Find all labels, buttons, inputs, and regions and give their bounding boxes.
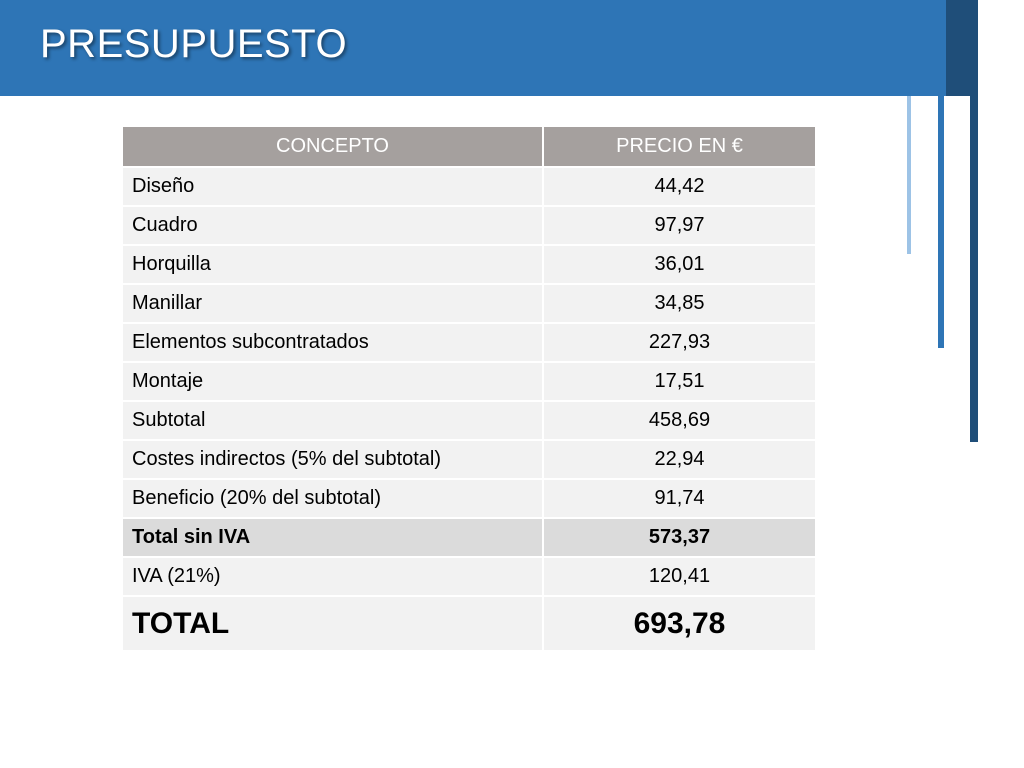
indirect-costs-row: Costes indirectos (5% del subtotal) 22,9… — [121, 439, 817, 480]
vat-row: IVA (21%) 120,41 — [121, 556, 817, 597]
row-concept: Diseño — [121, 166, 544, 207]
grand-total-label: TOTAL — [121, 595, 544, 652]
grand-total-value: 693,78 — [542, 595, 817, 652]
row-concept: Costes indirectos (5% del subtotal) — [121, 439, 544, 480]
row-price: 120,41 — [542, 556, 817, 597]
budget-table: CONCEPTO PRECIO EN € Diseño 44,42 Cuadro… — [121, 125, 817, 652]
row-concept: Elementos subcontratados — [121, 322, 544, 363]
row-price: 91,74 — [542, 478, 817, 519]
row-concept: Manillar — [121, 283, 544, 324]
title-bar: PRESUPUESTO — [0, 0, 946, 96]
header-concept: CONCEPTO — [121, 125, 544, 168]
row-concept: IVA (21%) — [121, 556, 544, 597]
decorative-bar-light — [907, 96, 911, 254]
row-price: 458,69 — [542, 400, 817, 441]
row-price: 17,51 — [542, 361, 817, 402]
total-without-vat-row: Total sin IVA 573,37 — [121, 517, 817, 558]
table-row: Cuadro 97,97 — [121, 205, 817, 246]
table-row: Montaje 17,51 — [121, 361, 817, 402]
row-price: 36,01 — [542, 244, 817, 285]
row-price: 22,94 — [542, 439, 817, 480]
row-price: 227,93 — [542, 322, 817, 363]
profit-row: Beneficio (20% del subtotal) 91,74 — [121, 478, 817, 519]
table-row: Diseño 44,42 — [121, 166, 817, 207]
header-price: PRECIO EN € — [542, 125, 817, 168]
row-price: 97,97 — [542, 205, 817, 246]
decorative-bar-medium — [938, 96, 944, 348]
grand-total-row: TOTAL 693,78 — [121, 595, 817, 652]
subtotal-row: Subtotal 458,69 — [121, 400, 817, 441]
table-row: Horquilla 36,01 — [121, 244, 817, 285]
corner-accent-block — [946, 0, 978, 96]
table-row: Manillar 34,85 — [121, 283, 817, 324]
row-concept: Beneficio (20% del subtotal) — [121, 478, 544, 519]
row-price: 44,42 — [542, 166, 817, 207]
row-concept: Horquilla — [121, 244, 544, 285]
row-price: 34,85 — [542, 283, 817, 324]
slide-title: PRESUPUESTO — [40, 22, 348, 66]
row-price: 573,37 — [542, 517, 817, 558]
row-concept: Cuadro — [121, 205, 544, 246]
row-concept: Total sin IVA — [121, 517, 544, 558]
decorative-bar-dark — [970, 96, 978, 442]
row-concept: Montaje — [121, 361, 544, 402]
row-concept: Subtotal — [121, 400, 544, 441]
table-row: Elementos subcontratados 227,93 — [121, 322, 817, 363]
table-header-row: CONCEPTO PRECIO EN € — [121, 125, 817, 168]
